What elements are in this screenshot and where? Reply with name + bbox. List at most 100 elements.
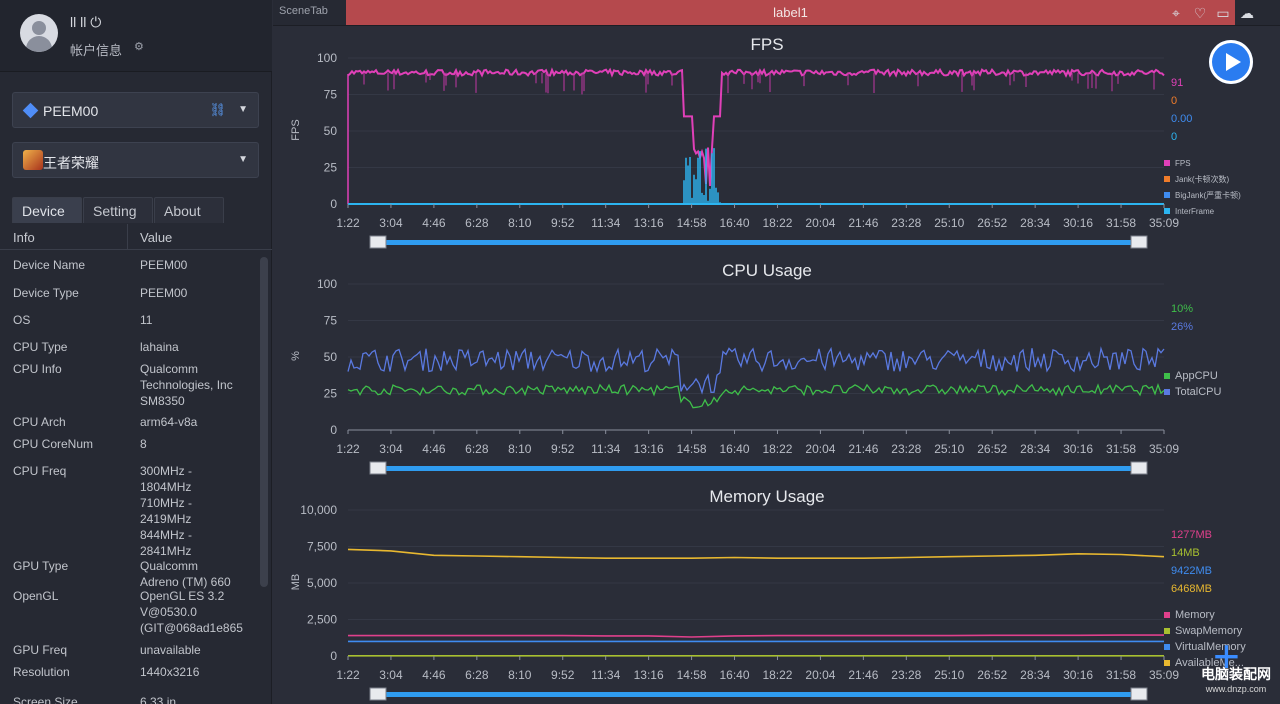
y-axis-ticks: 0 25 50 75 100: [317, 51, 337, 211]
user-settings-icon[interactable]: ⚙: [134, 41, 144, 53]
x-tick-label: 13:16: [634, 442, 664, 456]
x-tick-label: 9:52: [551, 668, 575, 682]
tab-setting[interactable]: Setting: [83, 197, 153, 223]
chevron-down-icon[interactable]: ▼: [238, 104, 248, 115]
x-tick-label: 1:22: [336, 668, 360, 682]
watermark-site: 电脑装配网: [1201, 666, 1271, 682]
scene-tab[interactable]: SceneTab: [279, 5, 328, 17]
legend-entry[interactable]: SwapMemory: [1175, 625, 1243, 637]
row-key: OS: [13, 313, 31, 327]
legend-entry[interactable]: AvailableMe...: [1175, 657, 1244, 669]
y-tick-label: 7,500: [307, 540, 337, 554]
legend-entry[interactable]: Jank(卡顿次数): [1175, 174, 1230, 184]
device-info-table: Info Value Device Name PEEM00 Device Type…: [0, 224, 272, 704]
fps-series-noise: [363, 72, 1155, 95]
legend-swatch: [1164, 160, 1170, 166]
legend-entry[interactable]: AppCPU: [1175, 370, 1218, 382]
play-button[interactable]: [1209, 40, 1253, 84]
x-tick-label: 4:46: [422, 216, 446, 230]
column-header-info: Info: [13, 230, 35, 245]
app-icon: [23, 150, 43, 170]
pin-icon[interactable]: ♡: [1193, 5, 1207, 21]
x-tick-label: 21:46: [848, 216, 878, 230]
x-tick-label: 9:52: [551, 442, 575, 456]
folder-icon[interactable]: ▭: [1216, 5, 1230, 21]
y-tick-label: 75: [324, 314, 338, 328]
device-select[interactable]: PEEM00 ⛓ ▼: [12, 92, 259, 128]
chevron-down-icon[interactable]: ▼: [238, 154, 248, 165]
legend-current-value: 1277MB: [1171, 529, 1212, 541]
tab-device[interactable]: Device: [12, 197, 82, 223]
legend-entry[interactable]: VirtualMemory: [1175, 641, 1246, 653]
x-tick-label: 26:52: [977, 442, 1007, 456]
time-range-slider[interactable]: [369, 461, 1148, 475]
info-scrollbar[interactable]: [260, 257, 268, 587]
x-tick-label: 35:09: [1149, 442, 1179, 456]
legend-entry[interactable]: TotalCPU: [1175, 386, 1222, 398]
legend-entry[interactable]: BigJank(严重卡顿): [1175, 190, 1241, 200]
legend-entry[interactable]: Memory: [1175, 609, 1215, 621]
account-info-link[interactable]: 帐户信息: [70, 43, 123, 58]
legend-current-value: 91: [1171, 77, 1183, 89]
legend-entry[interactable]: InterFrame: [1175, 207, 1215, 216]
legend-current-value: 14MB: [1171, 547, 1200, 559]
cloud-icon[interactable]: ☁: [1240, 5, 1254, 21]
x-tick-label: 25:10: [934, 668, 964, 682]
appcpu-series-line: [347, 382, 1165, 409]
row-value: Qualcomm Technologies, Inc SM8350: [140, 362, 233, 408]
y-tick-label: 10,000: [300, 503, 337, 517]
label-tab[interactable]: label1: [346, 0, 1235, 25]
x-tick-label: 8:10: [508, 668, 532, 682]
location-icon[interactable]: ⌖: [1172, 5, 1180, 21]
row-value: Qualcomm Adreno (TM) 660: [140, 559, 231, 589]
sidebar: ll ll ⏻ 帐户信息 ⚙ PEEM00 ⛓ ▼ 王者荣耀 ▼ Device …: [0, 0, 272, 704]
x-tick-label: 26:52: [977, 668, 1007, 682]
x-tick-label: 30:16: [1063, 216, 1093, 230]
x-tick-label: 21:46: [848, 442, 878, 456]
x-axis-ticks: 1:22 3:04 4:46 6:28 8:10 9:52 11:34 13:16 14:58 1…: [336, 430, 1179, 456]
x-tick-label: 23:28: [891, 668, 921, 682]
range-handle-left[interactable]: [369, 461, 387, 475]
row-value: 11: [140, 313, 153, 327]
fps-chart: FPS FPS 0 25 50 75 100 1:22 3:04 4:46 6:28 8:10 9…: [290, 35, 1241, 249]
range-handle-right[interactable]: [1130, 687, 1148, 701]
legend-entry[interactable]: FPS: [1175, 159, 1191, 168]
row-value: unavailable: [140, 643, 201, 657]
x-tick-label: 14:58: [677, 216, 707, 230]
fps-series-line: [347, 67, 1165, 187]
link-icon[interactable]: ⛓: [209, 102, 226, 117]
row-value: 300MHz - 1804MHz 710MHz - 2419MHz 844MHz…: [140, 464, 193, 558]
x-tick-label: 18:22: [762, 216, 792, 230]
row-key: GPU Type: [13, 559, 69, 573]
time-range-slider[interactable]: [369, 235, 1148, 249]
row-value: OpenGL ES 3.2 V@0530.0 (GIT@068ad1e865: [140, 589, 243, 635]
app-select[interactable]: 王者荣耀 ▼: [12, 142, 259, 178]
range-handle-left[interactable]: [369, 235, 387, 249]
x-tick-label: 13:16: [634, 668, 664, 682]
y-axis-label: FPS: [290, 119, 302, 140]
x-tick-label: 16:40: [720, 442, 750, 456]
legend-swatch: [1164, 176, 1170, 182]
legend-current-value: 6468MB: [1171, 583, 1212, 595]
x-tick-label: 23:28: [891, 442, 921, 456]
x-tick-label: 16:40: [720, 668, 750, 682]
range-handle-right[interactable]: [1130, 461, 1148, 475]
add-icon[interactable]: +: [1213, 630, 1240, 682]
x-tick-label: 20:04: [805, 216, 835, 230]
x-tick-label: 16:40: [720, 216, 750, 230]
x-axis-ticks: 1:22 3:04 4:46 6:28 8:10 9:52 11:34 13:16 14:58 1…: [336, 656, 1179, 682]
memory-series-line: [347, 548, 1165, 559]
avatar[interactable]: [20, 14, 58, 52]
legend-swatch: [1164, 373, 1170, 379]
range-handle-left[interactable]: [369, 687, 387, 701]
time-range-slider[interactable]: [369, 687, 1148, 701]
row-value: 6.33 in: [140, 695, 177, 704]
x-tick-label: 23:28: [891, 216, 921, 230]
x-tick-label: 9:52: [551, 216, 575, 230]
legend-swatch: [1164, 628, 1170, 634]
range-handle-right[interactable]: [1130, 235, 1148, 249]
x-tick-label: 3:04: [379, 668, 403, 682]
row-value: 1440x3216: [140, 665, 200, 679]
tab-about[interactable]: About: [154, 197, 224, 223]
